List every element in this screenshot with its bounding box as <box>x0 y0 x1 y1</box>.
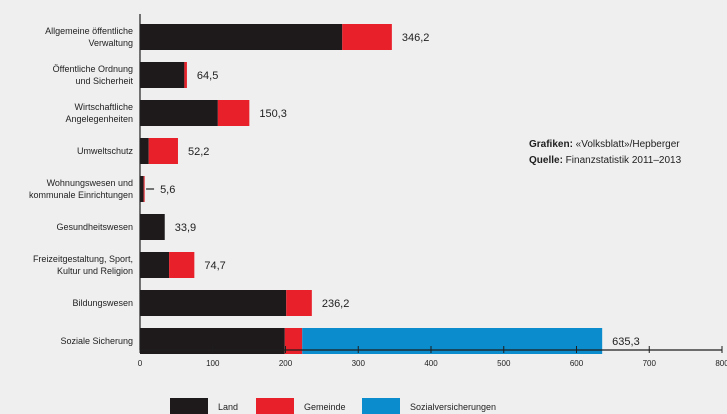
category-label: Öffentliche Ordnung <box>53 64 133 74</box>
legend-label-sozialversicherungen: Sozialversicherungen <box>410 402 496 412</box>
x-tick-label: 800 <box>715 359 727 368</box>
credit-block: Grafiken: «Volksblatt»/Hepberger Quelle:… <box>529 137 681 169</box>
credit-source-label: Quelle: <box>529 155 563 166</box>
value-label: 346,2 <box>402 32 430 44</box>
category-label: Freizeitgestaltung, Sport, <box>33 254 133 264</box>
category-label: Gesundheitswesen <box>56 222 133 232</box>
value-label: 64,5 <box>197 70 218 82</box>
category-label: Bildungswesen <box>72 298 133 308</box>
x-tick-label: 0 <box>138 359 143 368</box>
bar-segment-land <box>140 62 185 88</box>
credit-graphics-text: «Volksblatt»/Hepberger <box>572 139 680 150</box>
credit-source-text: Finanzstatistik 2011–2013 <box>562 155 682 166</box>
x-tick-label: 400 <box>424 359 438 368</box>
x-tick-label: 300 <box>352 359 366 368</box>
category-label: Soziale Sicherung <box>60 336 133 346</box>
bar-segment-land <box>140 100 218 126</box>
legend-label-land: Land <box>218 402 238 412</box>
x-tick-label: 700 <box>643 359 657 368</box>
bar-segment-gemeinde <box>342 24 392 50</box>
category-label: Wirtschaftliche <box>74 102 133 112</box>
bar-segment-land <box>140 290 287 316</box>
bar-segment-land <box>140 24 343 50</box>
value-label: 236,2 <box>322 298 350 310</box>
legend-swatch-land <box>170 398 208 414</box>
value-label: 33,9 <box>175 222 196 234</box>
value-label: 150,3 <box>259 108 287 120</box>
category-label: Allgemeine öffentliche <box>45 26 133 36</box>
category-label: und Sicherheit <box>75 76 133 86</box>
category-label: Kultur und Religion <box>57 266 133 276</box>
bar-segment-gemeinde <box>184 62 187 88</box>
category-label: Wohnungswesen und <box>47 178 133 188</box>
credit-source-line: Quelle: Finanzstatistik 2011–2013 <box>529 153 681 169</box>
credit-graphics-label: Grafiken: <box>529 139 573 150</box>
category-label: Verwaltung <box>88 38 133 48</box>
legend-label-gemeinde: Gemeinde <box>304 402 346 412</box>
value-label: 52,2 <box>188 146 209 158</box>
value-label: 74,7 <box>204 260 225 272</box>
bar-segment-land <box>140 252 170 278</box>
legend-swatch-sozialversicherungen <box>362 398 400 414</box>
bar-segment-land <box>140 214 165 240</box>
bar-segment-gemeinde <box>217 100 250 126</box>
bar-segment-gemeinde <box>143 176 145 202</box>
credit-graphics-line: Grafiken: «Volksblatt»/Hepberger <box>529 137 681 153</box>
bar-segment-gemeinde <box>148 138 178 164</box>
value-label: 5,6 <box>160 184 175 196</box>
bar-segment-gemeinde <box>286 290 312 316</box>
x-tick-label: 500 <box>497 359 511 368</box>
bar-segment-gemeinde <box>284 328 303 354</box>
category-label: kommunale Einrichtungen <box>29 190 133 200</box>
value-label: 635,3 <box>612 336 640 348</box>
bar-segment-land <box>140 138 149 164</box>
category-label: Umweltschutz <box>77 146 134 156</box>
x-tick-label: 600 <box>570 359 584 368</box>
x-tick-label: 100 <box>206 359 220 368</box>
category-label: Angelegenheiten <box>65 114 133 124</box>
x-tick-label: 200 <box>279 359 293 368</box>
bar-segment-gemeinde <box>169 252 195 278</box>
legend-swatch-gemeinde <box>256 398 294 414</box>
bar-segment-land <box>140 176 144 202</box>
